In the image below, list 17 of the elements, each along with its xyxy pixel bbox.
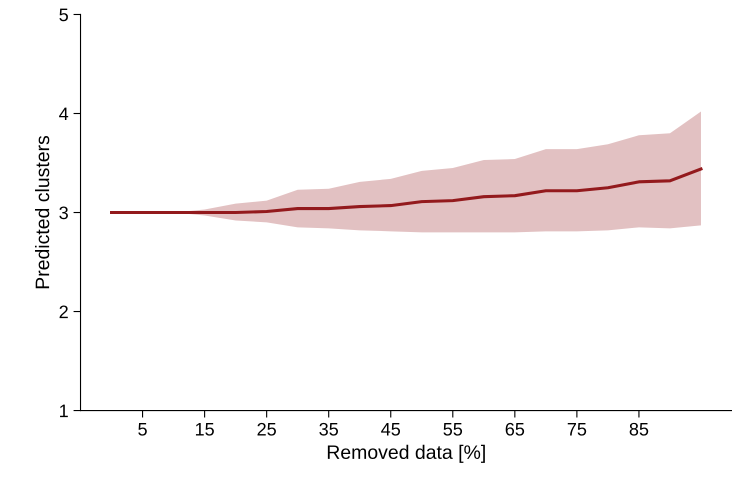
y-axis-title: Predicted clusters <box>34 136 50 288</box>
y-tick-label: 4 <box>59 108 68 120</box>
x-axis-title: Removed data [%] <box>328 444 485 463</box>
x-tick-label: 55 <box>443 423 462 436</box>
y-tick-label: 2 <box>60 305 68 318</box>
x-tick-label: 45 <box>381 423 400 436</box>
x-tick-label: 35 <box>319 422 338 436</box>
x-tick-label: 65 <box>506 422 524 436</box>
x-tick-label: 15 <box>196 423 214 436</box>
y-tick-label: 1 <box>60 404 68 418</box>
line-series <box>110 167 703 214</box>
x-tick-label: 5 <box>138 423 147 436</box>
x-tick-label: 75 <box>568 423 586 436</box>
y-tick-label: 3 <box>59 206 68 220</box>
y-tick-label: 5 <box>59 8 68 22</box>
x-tick-label: 85 <box>630 422 648 436</box>
x-tick-label: 25 <box>258 422 276 436</box>
